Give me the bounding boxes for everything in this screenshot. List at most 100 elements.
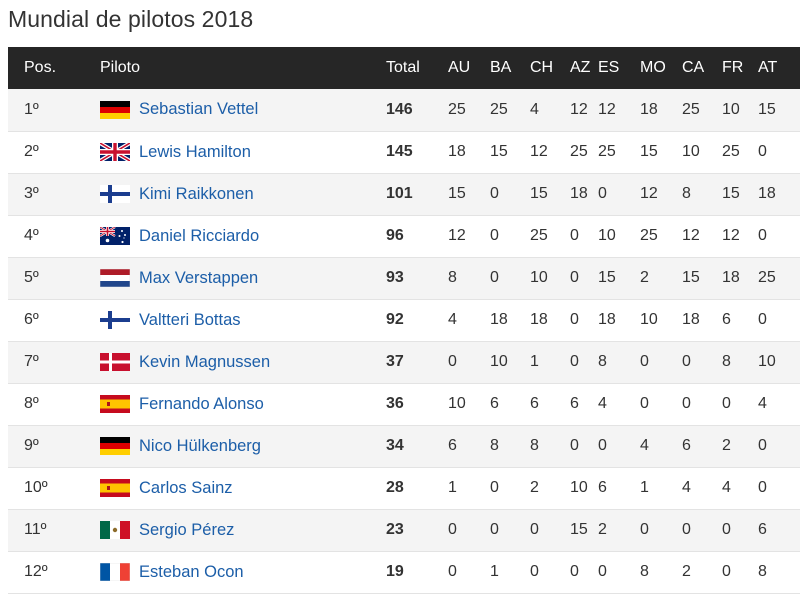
race-points-cell-ch: 12: [530, 131, 570, 174]
driver-cell: Kimi Raikkonen: [100, 173, 386, 216]
header-race-ba: BA: [490, 59, 512, 76]
driver-link[interactable]: Daniel Ricciardo: [139, 226, 260, 245]
total-points-cell: 19: [386, 551, 448, 594]
race-points-cell-ch: 8: [530, 425, 570, 468]
table-row: 3º Kimi Raikkonen 101 15 0 15 18 0 12 8 15 18: [8, 173, 800, 216]
race-points-cell-ca: 12: [682, 215, 722, 258]
header-race-es: ES: [598, 59, 620, 76]
race-points-cell-au: 8: [448, 257, 490, 300]
race-points-cell-ch: 10: [530, 257, 570, 300]
position-cell: 12º: [8, 551, 100, 594]
driver-link[interactable]: Kevin Magnussen: [139, 352, 271, 371]
total-points-cell: 92: [386, 299, 448, 342]
race-points-cell-az: 0: [570, 341, 598, 384]
race-points-cell-ba: 0: [490, 173, 530, 216]
race-points-cell-ba: 8: [490, 425, 530, 468]
driver-link[interactable]: Max Verstappen: [139, 268, 259, 287]
header-race-ca: CA: [682, 59, 705, 76]
race-points-cell-az: 0: [570, 257, 598, 300]
driver-cell-content: Carlos Sainz: [100, 479, 386, 498]
race-points-cell-fr: 18: [722, 257, 758, 300]
race-points-cell-at: 0: [758, 215, 800, 258]
total-points-cell: 34: [386, 425, 448, 468]
netherlands-flag: [100, 269, 130, 287]
driver-cell-content: Lewis Hamilton: [100, 143, 386, 162]
position-cell: 9º: [8, 425, 100, 468]
driver-link[interactable]: Valtteri Bottas: [139, 310, 241, 329]
race-points-cell-ch: 0: [530, 551, 570, 594]
race-points-cell-at: 25: [758, 257, 800, 300]
race-points-cell-az: 0: [570, 299, 598, 342]
mexico-flag: [100, 521, 130, 539]
total-points-cell: 23: [386, 509, 448, 552]
race-points-cell-az: 15: [570, 509, 598, 552]
header-driver: Piloto: [100, 59, 141, 76]
race-points-cell-ba: 1: [490, 551, 530, 594]
standings-table: Pos. Piloto Total AU BA CH AZ ES MO CA F…: [8, 47, 800, 594]
race-points-cell-at: 15: [758, 89, 800, 132]
driver-link[interactable]: Lewis Hamilton: [139, 142, 251, 161]
race-points-cell-es: 12: [598, 89, 640, 132]
position-cell: 6º: [8, 299, 100, 342]
race-points-cell-mo: 10: [640, 299, 682, 342]
table-row: 8º Fernando Alonso 36 10 6 6 6 4 0 0 0 4: [8, 383, 800, 426]
race-points-cell-au: 4: [448, 299, 490, 342]
race-points-cell-au: 25: [448, 89, 490, 132]
race-points-cell-ca: 0: [682, 509, 722, 552]
race-points-cell-mo: 8: [640, 551, 682, 594]
race-points-cell-az: 10: [570, 467, 598, 510]
table-row: 10º Carlos Sainz 28 1 0 2 10 6 1 4 4 0: [8, 467, 800, 510]
position-cell: 10º: [8, 467, 100, 510]
race-points-cell-es: 0: [598, 551, 640, 594]
race-points-cell-fr: 0: [722, 383, 758, 426]
driver-cell: Sebastian Vettel: [100, 89, 386, 132]
driver-cell-content: Daniel Ricciardo: [100, 227, 386, 246]
table-row: 11º Sergio Pérez 23 0 0 0 15 2 0 0 0 6: [8, 509, 800, 552]
race-points-cell-ca: 18: [682, 299, 722, 342]
race-points-cell-ch: 15: [530, 173, 570, 216]
race-points-cell-ba: 6: [490, 383, 530, 426]
race-points-cell-ca: 4: [682, 467, 722, 510]
race-points-cell-fr: 0: [722, 551, 758, 594]
driver-cell: Fernando Alonso: [100, 383, 386, 426]
table-row: 5º Max Verstappen 93 8 0 10 0 15 2 15 18 25: [8, 257, 800, 300]
driver-link[interactable]: Sebastian Vettel: [139, 100, 259, 119]
race-points-cell-ch: 1: [530, 341, 570, 384]
total-points-cell: 28: [386, 467, 448, 510]
united-kingdom-flag: [100, 143, 130, 161]
race-points-cell-ca: 10: [682, 131, 722, 174]
race-points-cell-es: 6: [598, 467, 640, 510]
race-points-cell-az: 25: [570, 131, 598, 174]
position-cell: 3º: [8, 173, 100, 216]
driver-link[interactable]: Sergio Pérez: [139, 520, 235, 539]
race-points-cell-au: 1: [448, 467, 490, 510]
race-points-cell-ca: 25: [682, 89, 722, 132]
race-points-cell-at: 6: [758, 509, 800, 552]
race-points-cell-au: 0: [448, 341, 490, 384]
table-row: 4º Daniel Ricciardo 96 12 0 25 0 10 25 12 12 0: [8, 215, 800, 258]
driver-link[interactable]: Carlos Sainz: [139, 478, 233, 497]
header-row: Pos. Piloto Total AU BA CH AZ ES MO CA F…: [8, 47, 800, 89]
driver-link[interactable]: Nico Hülkenberg: [139, 436, 261, 455]
standings-table-container: Pos. Piloto Total AU BA CH AZ ES MO CA F…: [8, 47, 800, 594]
position-cell: 11º: [8, 509, 100, 552]
driver-link[interactable]: Esteban Ocon: [139, 562, 244, 581]
race-points-cell-at: 0: [758, 131, 800, 174]
table-row: 7º Kevin Magnussen 37 0 10 1 0 8 0 0 8 10: [8, 341, 800, 384]
race-points-cell-ca: 0: [682, 383, 722, 426]
position-cell: 2º: [8, 131, 100, 174]
header-race-mo: MO: [640, 59, 666, 76]
race-points-cell-ch: 2: [530, 467, 570, 510]
table-row: 6º Valtteri Bottas 92 4 18 18 0 18 10 18 6 0: [8, 299, 800, 342]
driver-cell-content: Max Verstappen: [100, 269, 386, 288]
race-points-cell-az: 12: [570, 89, 598, 132]
position-cell: 1º: [8, 89, 100, 132]
driver-cell: Kevin Magnussen: [100, 341, 386, 384]
driver-link[interactable]: Fernando Alonso: [139, 394, 264, 413]
driver-link[interactable]: Kimi Raikkonen: [139, 184, 254, 203]
race-points-cell-es: 8: [598, 341, 640, 384]
france-flag: [100, 563, 130, 581]
race-points-cell-ba: 10: [490, 341, 530, 384]
race-points-cell-ba: 0: [490, 467, 530, 510]
race-points-cell-az: 0: [570, 425, 598, 468]
